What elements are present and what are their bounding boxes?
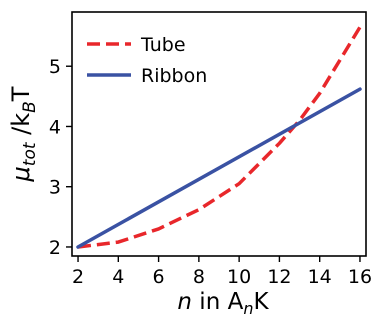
- axes: 2 4 6 8 10 12 14 16 2 3 4 5: [49, 11, 372, 288]
- y-tick-label: 2: [49, 237, 61, 259]
- x-tick-label: 2: [72, 266, 84, 288]
- y-label-subscript-b: B: [20, 101, 40, 113]
- x-tick-label: 6: [153, 266, 165, 288]
- x-label-suffix: K: [253, 289, 269, 315]
- legend: Tube Ribbon: [87, 34, 207, 87]
- y-label-text: /k: [7, 113, 35, 143]
- x-tick-label: 4: [112, 266, 124, 288]
- axes-frame: [71, 11, 367, 257]
- y-label-subscript: tot: [20, 141, 40, 166]
- x-label-text: in A: [192, 289, 244, 315]
- y-tick-label: 3: [49, 177, 61, 199]
- y-axis-label: μtot /kBT: [7, 86, 40, 182]
- x-tick-label: 8: [193, 266, 205, 288]
- x-tick-label: 16: [348, 266, 372, 288]
- x-axis-label: n in AnK: [177, 289, 269, 318]
- y-label-suffix: T: [7, 86, 35, 102]
- x-tick-label: 10: [227, 266, 251, 288]
- x-tick-label: 14: [308, 266, 332, 288]
- x-label-var: n: [177, 289, 192, 315]
- x-tick-label: 12: [267, 266, 291, 288]
- x-label-subscript: n: [243, 299, 253, 318]
- series-line-ribbon: [76, 87, 362, 249]
- legend-label-tube: Tube: [140, 34, 186, 56]
- y-tick-label: 4: [49, 116, 61, 138]
- plot-area: [76, 26, 362, 249]
- legend-label-ribbon: Ribbon: [141, 65, 207, 87]
- y-tick-label: 5: [49, 56, 61, 78]
- series-line-tube: [77, 26, 362, 249]
- y-label-symbol: μ: [7, 166, 35, 182]
